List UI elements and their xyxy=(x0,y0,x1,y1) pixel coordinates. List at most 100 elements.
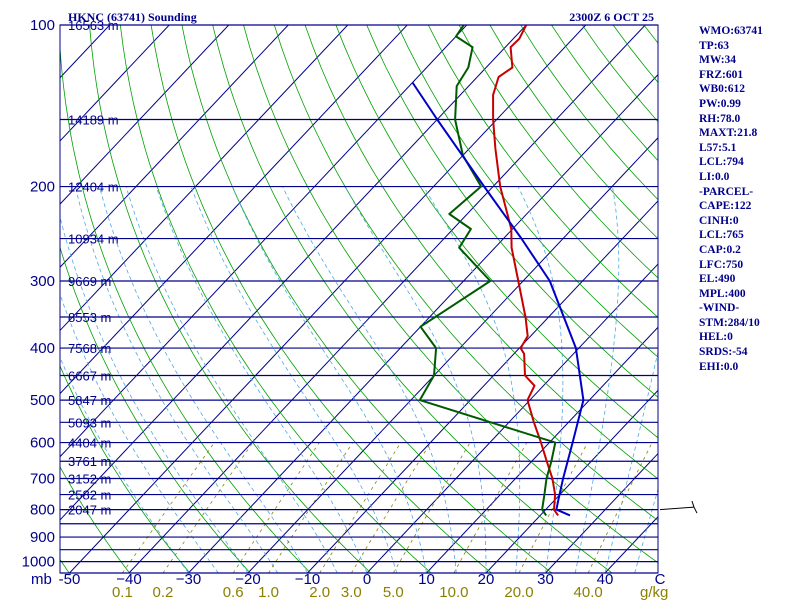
profiles xyxy=(411,25,585,517)
isotherm xyxy=(60,25,349,332)
pressure-tick-label: 500 xyxy=(30,392,55,409)
mixing-ratio-label: 3.0 xyxy=(341,584,362,600)
isotherm xyxy=(60,25,408,395)
pressure-tick-label: 800 xyxy=(30,502,55,519)
mixing-ratio-line xyxy=(518,442,589,573)
wind-barb-shaft xyxy=(659,506,694,511)
dry-adiabat xyxy=(119,25,432,573)
temperature-tick-label: −10 xyxy=(295,571,320,588)
temperature-tick-label: -50 xyxy=(59,571,81,588)
dry-adiabat xyxy=(89,25,372,573)
temperature-tick-label: 0 xyxy=(363,571,371,588)
pressure-tick-label: 1000 xyxy=(22,554,55,571)
index-line: EL:490 xyxy=(699,273,736,286)
moist-adiabat xyxy=(99,186,308,573)
mixing-ratio-label: 10.0 xyxy=(439,584,468,600)
isotherm xyxy=(60,25,170,142)
height-label: 5847 m xyxy=(68,393,111,408)
height-label: 14189 m xyxy=(68,112,119,127)
isotherm xyxy=(307,200,658,573)
dry-adiabat xyxy=(243,25,658,564)
wind-barb-flag xyxy=(693,506,698,514)
isotherm xyxy=(60,25,527,521)
isotherm xyxy=(485,389,658,573)
isotherm xyxy=(60,25,289,268)
index-line: L57:5.1 xyxy=(699,141,737,154)
isotherm xyxy=(60,25,468,458)
mixing-ratio-label: 2.0 xyxy=(309,584,330,600)
wind-barb-flag xyxy=(691,500,695,508)
moist-adiabat xyxy=(423,186,521,573)
height-label: 7568 m xyxy=(68,341,111,356)
mixing-ratio-line xyxy=(392,442,471,573)
temperature-tick-label: −20 xyxy=(235,571,260,588)
dry-adiabat xyxy=(397,25,658,358)
moist-adiabat xyxy=(155,186,368,573)
temperature-tick-label: −40 xyxy=(116,571,141,588)
dry-adiabat xyxy=(60,465,130,573)
dry-adiabat xyxy=(458,25,658,279)
index-line: MPL:400 xyxy=(699,287,746,300)
index-line: WB0:612 xyxy=(699,83,745,96)
dry-adiabat xyxy=(60,245,251,573)
temperature-tick-label: 20 xyxy=(478,571,495,588)
dry-adiabat xyxy=(335,25,658,439)
dry-adiabat xyxy=(304,25,658,480)
height-label: 9669 m xyxy=(68,274,111,289)
moist-adiabat xyxy=(60,293,219,573)
isotherm xyxy=(69,25,587,573)
index-line: EHI:0.0 xyxy=(699,360,739,373)
temperature-profile xyxy=(492,25,559,516)
height-label: 3761 m xyxy=(68,454,111,469)
isotherm xyxy=(60,25,230,205)
moist-adiabat xyxy=(231,186,427,573)
dry-adiabat xyxy=(181,25,553,573)
mixing-ratio-label: 0.6 xyxy=(223,584,244,600)
moist-adiabat xyxy=(125,186,338,573)
mixing-ratio-line xyxy=(319,442,402,573)
parcel-path xyxy=(411,81,585,517)
height-label: 16563 m xyxy=(68,18,119,33)
index-line: CAP:0.2 xyxy=(699,243,741,256)
station-title: HKNC (63741) Sounding xyxy=(68,10,197,24)
dry-adiabat xyxy=(273,25,658,521)
mixing-ratio-unit-label: g/kg xyxy=(640,584,668,600)
dry-adiabat xyxy=(366,25,658,398)
isotherm xyxy=(128,25,646,573)
isotherm xyxy=(426,326,658,573)
plot-frame xyxy=(59,24,659,574)
height-label: 5093 m xyxy=(68,415,111,430)
pressure-tick-label: 400 xyxy=(30,340,55,357)
mixing-ratio-label: 0.1 xyxy=(112,584,133,600)
moist-adiabat xyxy=(344,186,487,573)
temperature-unit-label: C xyxy=(655,571,666,588)
index-line: STM:284/10 xyxy=(699,316,760,329)
isotherm xyxy=(366,263,658,573)
index-line: FRZ:601 xyxy=(699,68,744,81)
index-line: HEL:0 xyxy=(699,331,733,344)
index-line: LCL:765 xyxy=(699,229,744,242)
dry-adiabat xyxy=(60,365,191,573)
temperature-tick-label: 10 xyxy=(418,571,435,588)
pressure-tick-label: 900 xyxy=(30,529,55,546)
dewpoint-profile xyxy=(418,25,557,516)
wind-barbs xyxy=(659,500,698,514)
mixing-ratio-line xyxy=(122,442,215,573)
dry-adiabat xyxy=(150,25,492,573)
index-line: MAXT:21.8 xyxy=(699,127,758,140)
indices-panel: WMO:63741 TP:63 MW:34 FRZ:601 WB0:612 PW:0.99… xyxy=(699,24,799,374)
index-line: -WIND- xyxy=(699,302,740,315)
pressure-unit-label: mb xyxy=(31,571,52,588)
index-line: RH:78.0 xyxy=(699,112,741,125)
moist-adiabat xyxy=(60,215,249,573)
height-label: 2582 m xyxy=(68,488,111,503)
index-line: LI:0.0 xyxy=(699,170,730,183)
moist-adiabat xyxy=(634,487,658,573)
moist-adiabat xyxy=(190,186,398,573)
index-line: SRDS:-54 xyxy=(699,346,748,359)
index-line: CAPE:122 xyxy=(699,200,752,213)
index-line: PW:0.99 xyxy=(699,97,741,110)
height-label: 10934 m xyxy=(68,232,119,247)
